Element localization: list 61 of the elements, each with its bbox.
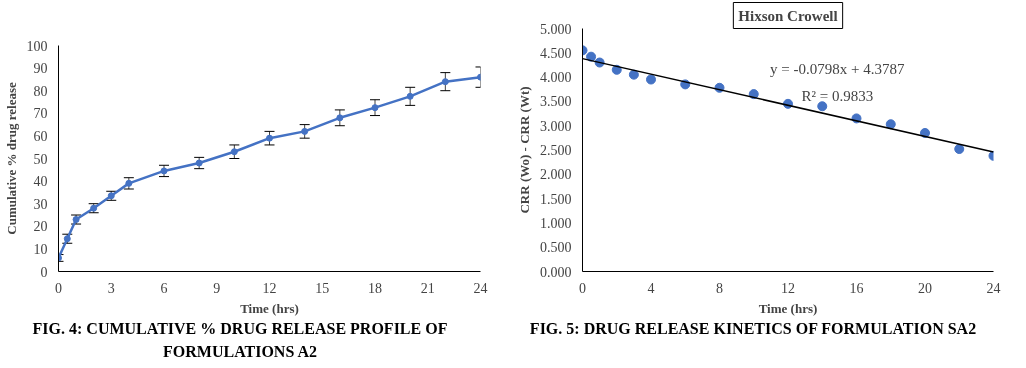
x-tick-label: 3 (107, 280, 115, 296)
y-tick-label: 40 (33, 174, 48, 190)
y-tick-label: 3.500 (540, 94, 572, 110)
caption: FIG. 5: DRUG RELEASE KINETICS OF FORMULATION SA2 (528, 319, 978, 339)
y-tick-label: 50 (33, 151, 48, 167)
annotation: y = -0.0798x + 4.3787 (770, 61, 906, 78)
caption: FIG. 4: CUMULATIVE % DRUG RELEASE PROFILE OF FORMULATIONS A2 (31, 319, 449, 362)
point (586, 51, 597, 62)
y-tick-label: 2.500 (540, 143, 572, 158)
x-tick-label: 9 (213, 280, 221, 296)
chart-title: Hixson Crowell (738, 7, 838, 24)
y-axis-title: Cumulative % drug release (3, 82, 19, 235)
y-tick-label: 100 (26, 38, 48, 54)
x-tick-label: 8 (716, 280, 723, 296)
x-axis-title: Time (hrs) (758, 300, 818, 316)
point (371, 104, 379, 112)
y-axis-title: CRR (Wo) - CRR (Wt) (517, 86, 532, 214)
point (336, 114, 344, 122)
point (885, 119, 896, 130)
x-tick-label: 12 (781, 280, 795, 296)
annotation: R² = 0.9833 (801, 87, 874, 104)
y-tick-label: 3.000 (540, 118, 572, 134)
x-tick-label: 21 (420, 280, 435, 296)
y-tick-label: 30 (33, 196, 48, 212)
y-tick-label: 90 (33, 61, 48, 77)
y-tick-label: 1.000 (540, 215, 572, 231)
x-tick-label: 0 (579, 280, 586, 296)
y-tick-label: 2.000 (540, 167, 572, 183)
x-tick-label: 4 (647, 280, 655, 296)
point (441, 78, 449, 86)
x-tick-label: 18 (368, 280, 382, 296)
y-tick-label: 0.500 (540, 240, 572, 256)
point (628, 69, 639, 80)
x-tick-label: 16 (849, 280, 864, 296)
point (406, 92, 414, 100)
y-tick-label: 0.000 (540, 264, 572, 280)
point (301, 127, 309, 135)
point (954, 144, 965, 155)
y-tick-label: 60 (33, 128, 48, 144)
x-axis-title: Time (hrs) (240, 300, 299, 316)
x-tick-label: 20 (918, 280, 932, 296)
y-tick-label: 5.000 (540, 21, 572, 37)
point (230, 148, 238, 156)
y-tick-label: 4.000 (540, 70, 572, 86)
x-tick-label: 12 (262, 280, 277, 296)
point (266, 134, 273, 142)
y-tick-label: 0 (40, 264, 48, 280)
point (920, 128, 930, 138)
y-tick-label: 80 (33, 83, 48, 99)
point (646, 74, 656, 85)
y-tick-label: 70 (33, 106, 48, 122)
x-tick-label: 0 (55, 280, 62, 296)
x-tick-label: 6 (160, 280, 168, 296)
y-tick-label: 1.500 (540, 191, 572, 207)
point (817, 101, 828, 112)
y-tick-label: 10 (33, 241, 48, 257)
y-tick-label: 4.500 (540, 45, 572, 61)
x-tick-label: 24 (473, 280, 488, 296)
x-tick-label: 24 (986, 280, 1001, 296)
x-tick-label: 15 (315, 280, 330, 296)
y-tick-label: 20 (33, 219, 48, 235)
